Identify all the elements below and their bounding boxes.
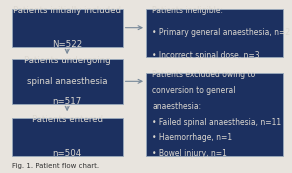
Text: anaesthesia:: anaesthesia: — [152, 102, 201, 111]
Text: n=517: n=517 — [53, 97, 82, 106]
Text: spinal anaesthesia: spinal anaesthesia — [27, 77, 107, 86]
FancyBboxPatch shape — [146, 9, 283, 57]
Text: • Bowel injury, n=1: • Bowel injury, n=1 — [152, 149, 227, 158]
FancyBboxPatch shape — [146, 73, 283, 156]
Text: Patients undergoing: Patients undergoing — [24, 56, 110, 65]
Text: conversion to general: conversion to general — [152, 86, 236, 95]
Text: Patients excluded owing to: Patients excluded owing to — [152, 70, 256, 79]
Text: • Failed spinal anaesthesia, n=11: • Failed spinal anaesthesia, n=11 — [152, 118, 281, 127]
FancyBboxPatch shape — [12, 59, 123, 104]
Text: • Incorrect spinal dose, n=3: • Incorrect spinal dose, n=3 — [152, 51, 260, 60]
Text: Patients initially included: Patients initially included — [13, 6, 121, 15]
Text: • Haemorrhage, n=1: • Haemorrhage, n=1 — [152, 133, 232, 142]
Text: N=522: N=522 — [52, 40, 82, 49]
Text: • Primary general anaesthesia, n=2: • Primary general anaesthesia, n=2 — [152, 28, 291, 37]
Text: n=504: n=504 — [53, 149, 82, 158]
FancyBboxPatch shape — [12, 118, 123, 156]
Text: Patients ineligible:: Patients ineligible: — [152, 6, 223, 15]
Text: Fig. 1. Patient flow chart.: Fig. 1. Patient flow chart. — [12, 163, 99, 169]
Text: Patients entered: Patients entered — [32, 115, 103, 124]
FancyBboxPatch shape — [12, 9, 123, 47]
